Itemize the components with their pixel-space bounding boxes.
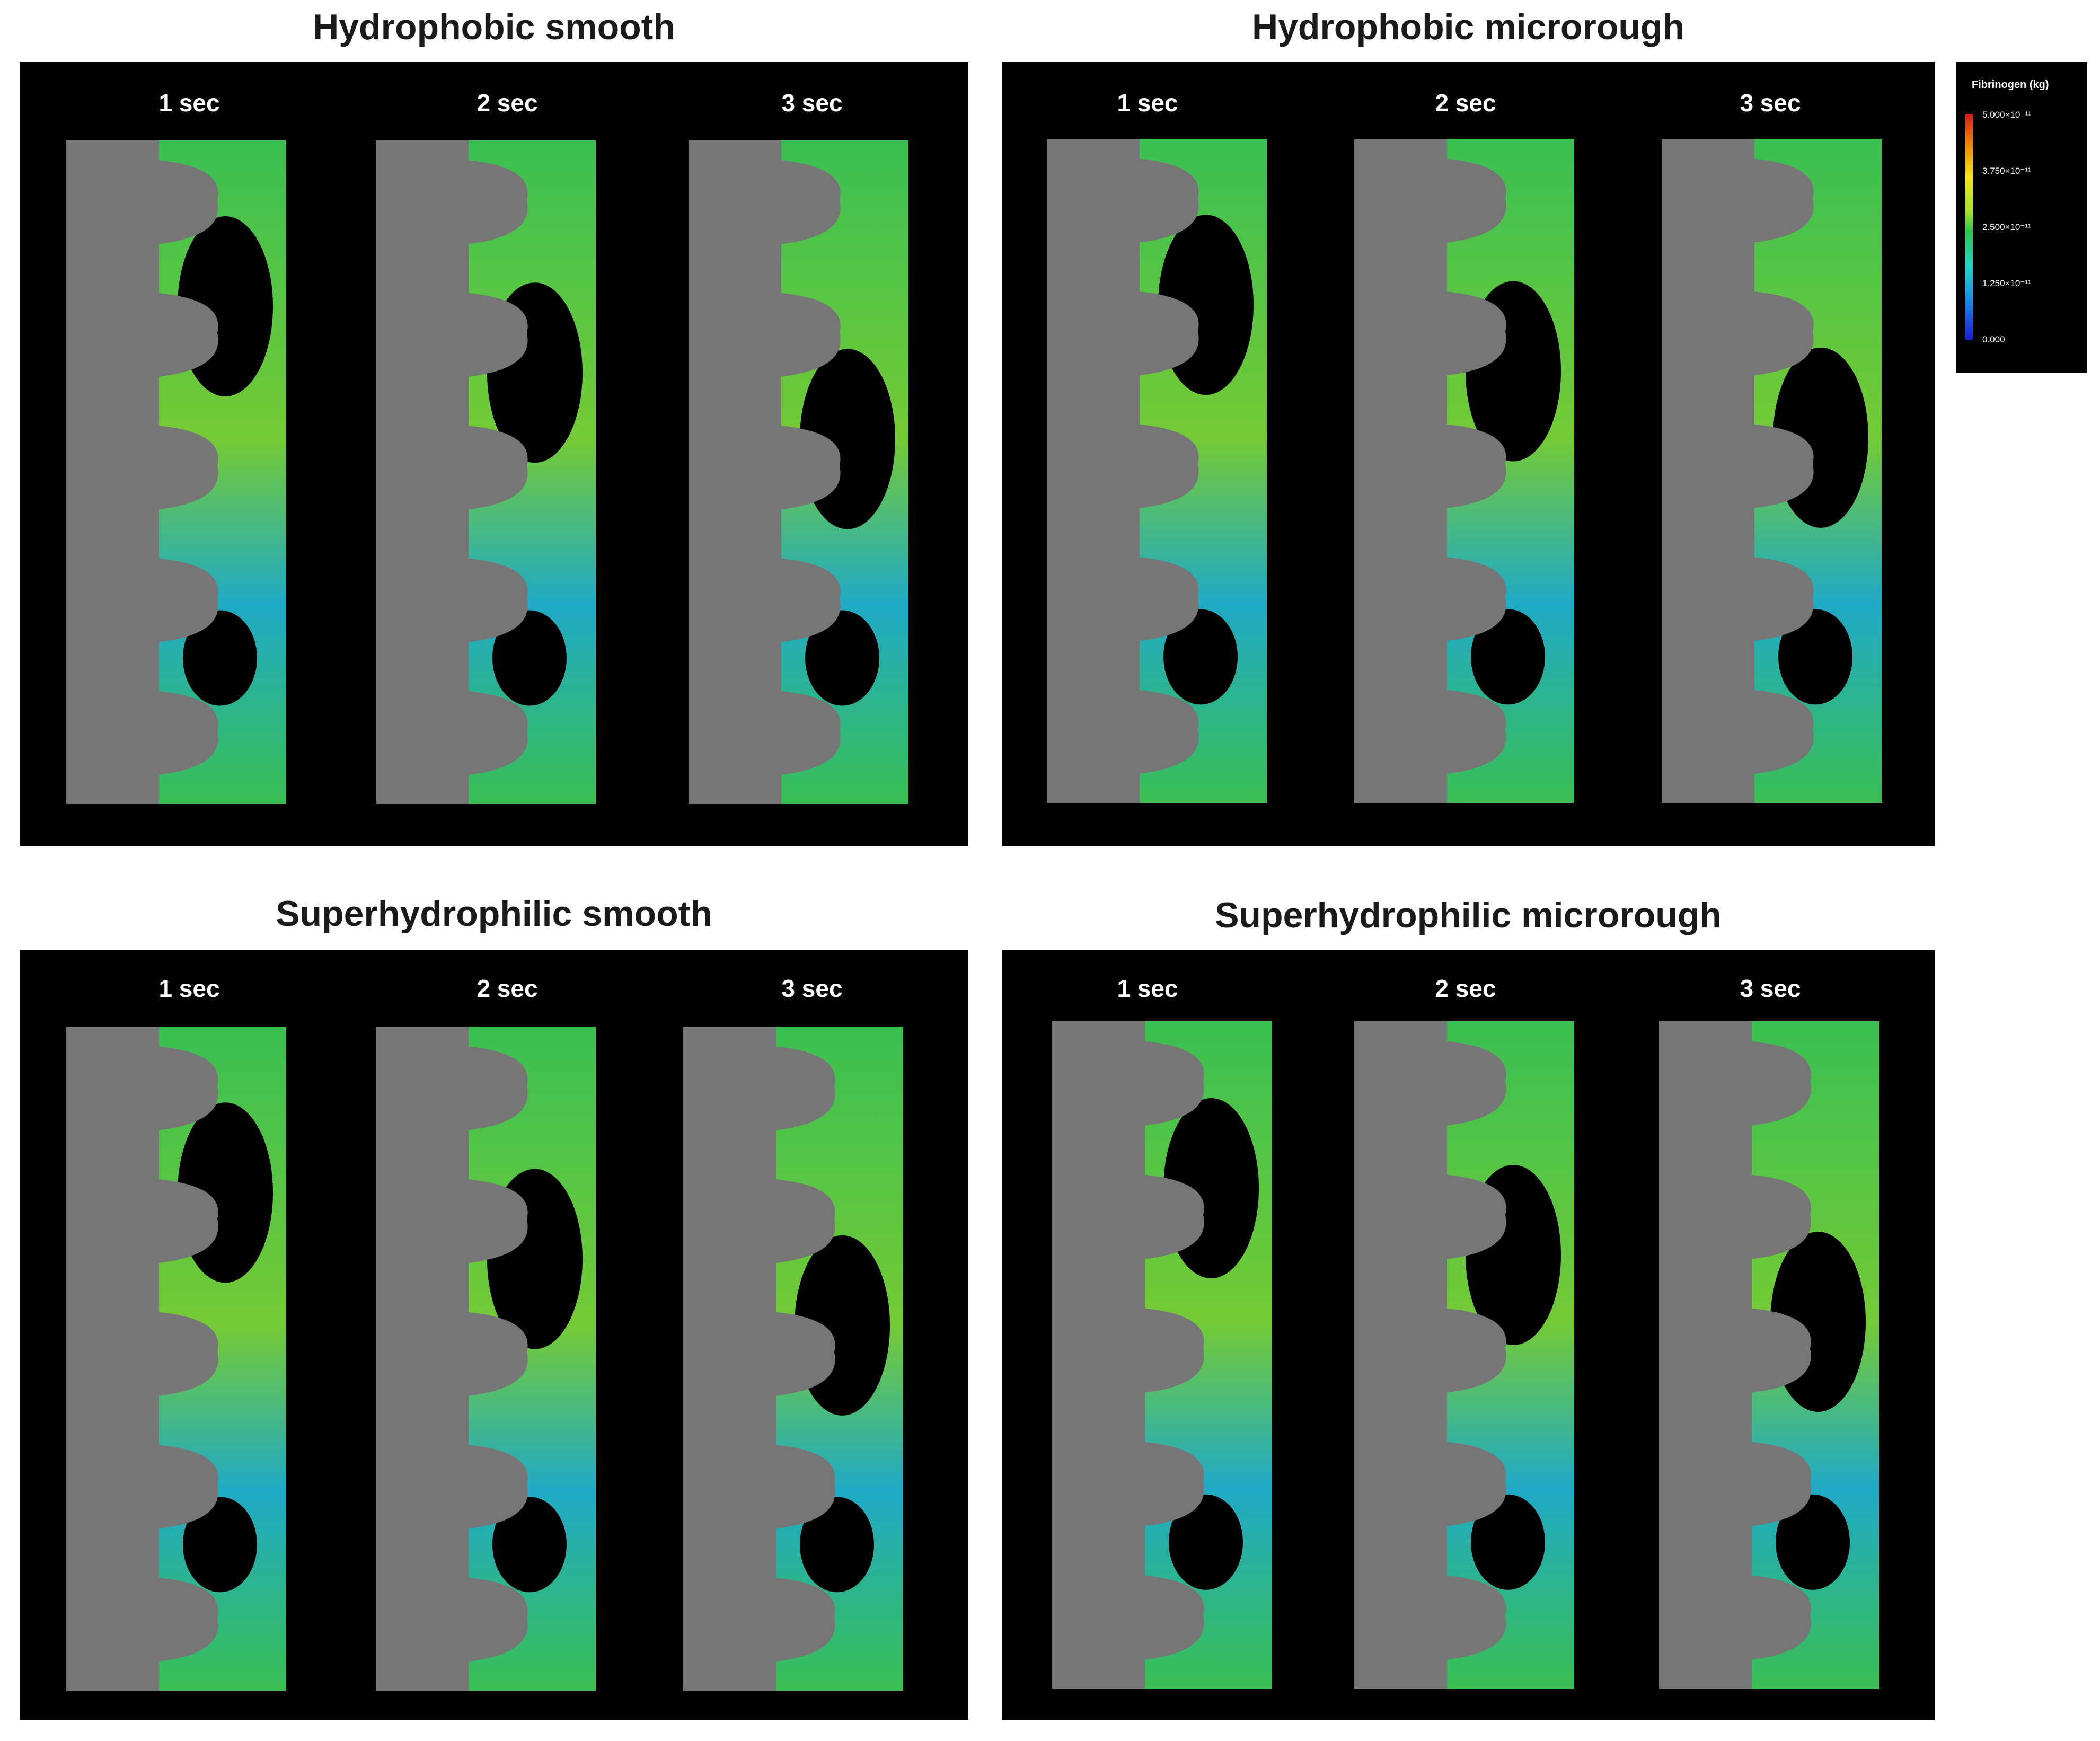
colorbar-legend: Fibrinogen (kg) 5.000×10⁻¹¹ 3.750×10⁻¹¹ … bbox=[1956, 62, 2087, 373]
legend-tick-lower: 1.250×10⁻¹¹ bbox=[1982, 278, 2031, 288]
time-label-3sec: 3 sec bbox=[1740, 89, 1801, 117]
substrate-region bbox=[1659, 1021, 1811, 1689]
void-region bbox=[1471, 609, 1545, 705]
time-label-1sec: 1 sec bbox=[158, 975, 220, 1002]
frame-3 bbox=[1662, 139, 1882, 803]
void-region bbox=[492, 610, 567, 706]
frame-3 bbox=[689, 140, 908, 804]
legend-tick-max: 5.000×10⁻¹¹ bbox=[1982, 110, 2031, 120]
void-region bbox=[1776, 1494, 1850, 1590]
frame-3 bbox=[1659, 1021, 1879, 1689]
simulation-frames bbox=[66, 1027, 903, 1691]
panel-title-superhydrophilic-smooth: Superhydrophilic smooth bbox=[276, 894, 712, 934]
time-label-2sec: 2 sec bbox=[477, 975, 538, 1002]
panel-superhydrophilic-microrough: 1 sec 2 sec 3 sec bbox=[1002, 950, 1935, 1720]
frame-1 bbox=[1047, 139, 1267, 803]
void-region bbox=[1778, 609, 1852, 705]
frame-2 bbox=[376, 1027, 596, 1691]
panel-superhydrophilic-smooth: 1 sec 2 sec 3 sec bbox=[20, 950, 968, 1720]
legend-tick-mid: 2.500×10⁻¹¹ bbox=[1982, 222, 2031, 232]
frame-2 bbox=[1354, 139, 1574, 803]
time-label-1sec: 1 sec bbox=[1117, 975, 1178, 1002]
substrate-region bbox=[66, 1027, 218, 1691]
void-region bbox=[800, 1497, 874, 1593]
void-region bbox=[805, 610, 879, 706]
time-label-3sec: 3 sec bbox=[781, 975, 843, 1002]
legend-tick-min: 0.000 bbox=[1982, 334, 2005, 344]
substrate-region bbox=[1354, 139, 1506, 803]
substrate-region bbox=[1047, 139, 1199, 803]
substrate-region bbox=[376, 140, 528, 804]
substrate-region bbox=[376, 1027, 528, 1691]
substrate-region bbox=[66, 140, 218, 804]
void-region bbox=[1471, 1494, 1545, 1590]
time-label-1sec: 1 sec bbox=[1117, 89, 1178, 117]
panel-hydrophobic-smooth: 1 sec 2 sec 3 sec bbox=[20, 62, 968, 846]
void-region bbox=[183, 1497, 257, 1593]
substrate-region bbox=[1354, 1021, 1506, 1689]
simulation-frames bbox=[66, 140, 908, 804]
frame-1 bbox=[66, 140, 286, 804]
frame-1 bbox=[66, 1027, 286, 1691]
void-region bbox=[1169, 1494, 1243, 1590]
frame-3 bbox=[683, 1027, 903, 1691]
substrate-region bbox=[683, 1027, 835, 1691]
time-label-2sec: 2 sec bbox=[477, 89, 538, 117]
time-label-1sec: 1 sec bbox=[158, 89, 220, 117]
panel-title-hydrophobic-smooth: Hydrophobic smooth bbox=[313, 7, 675, 47]
simulation-frames bbox=[1052, 1021, 1879, 1689]
frame-2 bbox=[376, 140, 596, 804]
time-label-3sec: 3 sec bbox=[1740, 975, 1801, 1002]
time-label-3sec: 3 sec bbox=[781, 89, 843, 117]
panel-hydrophobic-microrough: 1 sec 2 sec 3 sec bbox=[1002, 62, 1935, 846]
substrate-region bbox=[689, 140, 841, 804]
void-region bbox=[183, 610, 257, 706]
time-label-2sec: 2 sec bbox=[1435, 89, 1496, 117]
frame-2 bbox=[1354, 1021, 1574, 1689]
void-region bbox=[1163, 609, 1238, 705]
simulation-frames bbox=[1047, 139, 1882, 803]
time-label-2sec: 2 sec bbox=[1435, 975, 1496, 1002]
legend-tick-upper: 3.750×10⁻¹¹ bbox=[1982, 166, 2031, 176]
frame-1 bbox=[1052, 1021, 1272, 1689]
substrate-region bbox=[1662, 139, 1814, 803]
panel-title-hydrophobic-microrough: Hydrophobic microrough bbox=[1252, 7, 1684, 47]
substrate-region bbox=[1052, 1021, 1204, 1689]
void-region bbox=[492, 1497, 567, 1593]
colorbar-gradient bbox=[1965, 114, 1973, 340]
legend-title: Fibrinogen (kg) bbox=[1972, 79, 2049, 91]
panel-title-superhydrophilic-microrough: Superhydrophilic microrough bbox=[1215, 895, 1722, 935]
